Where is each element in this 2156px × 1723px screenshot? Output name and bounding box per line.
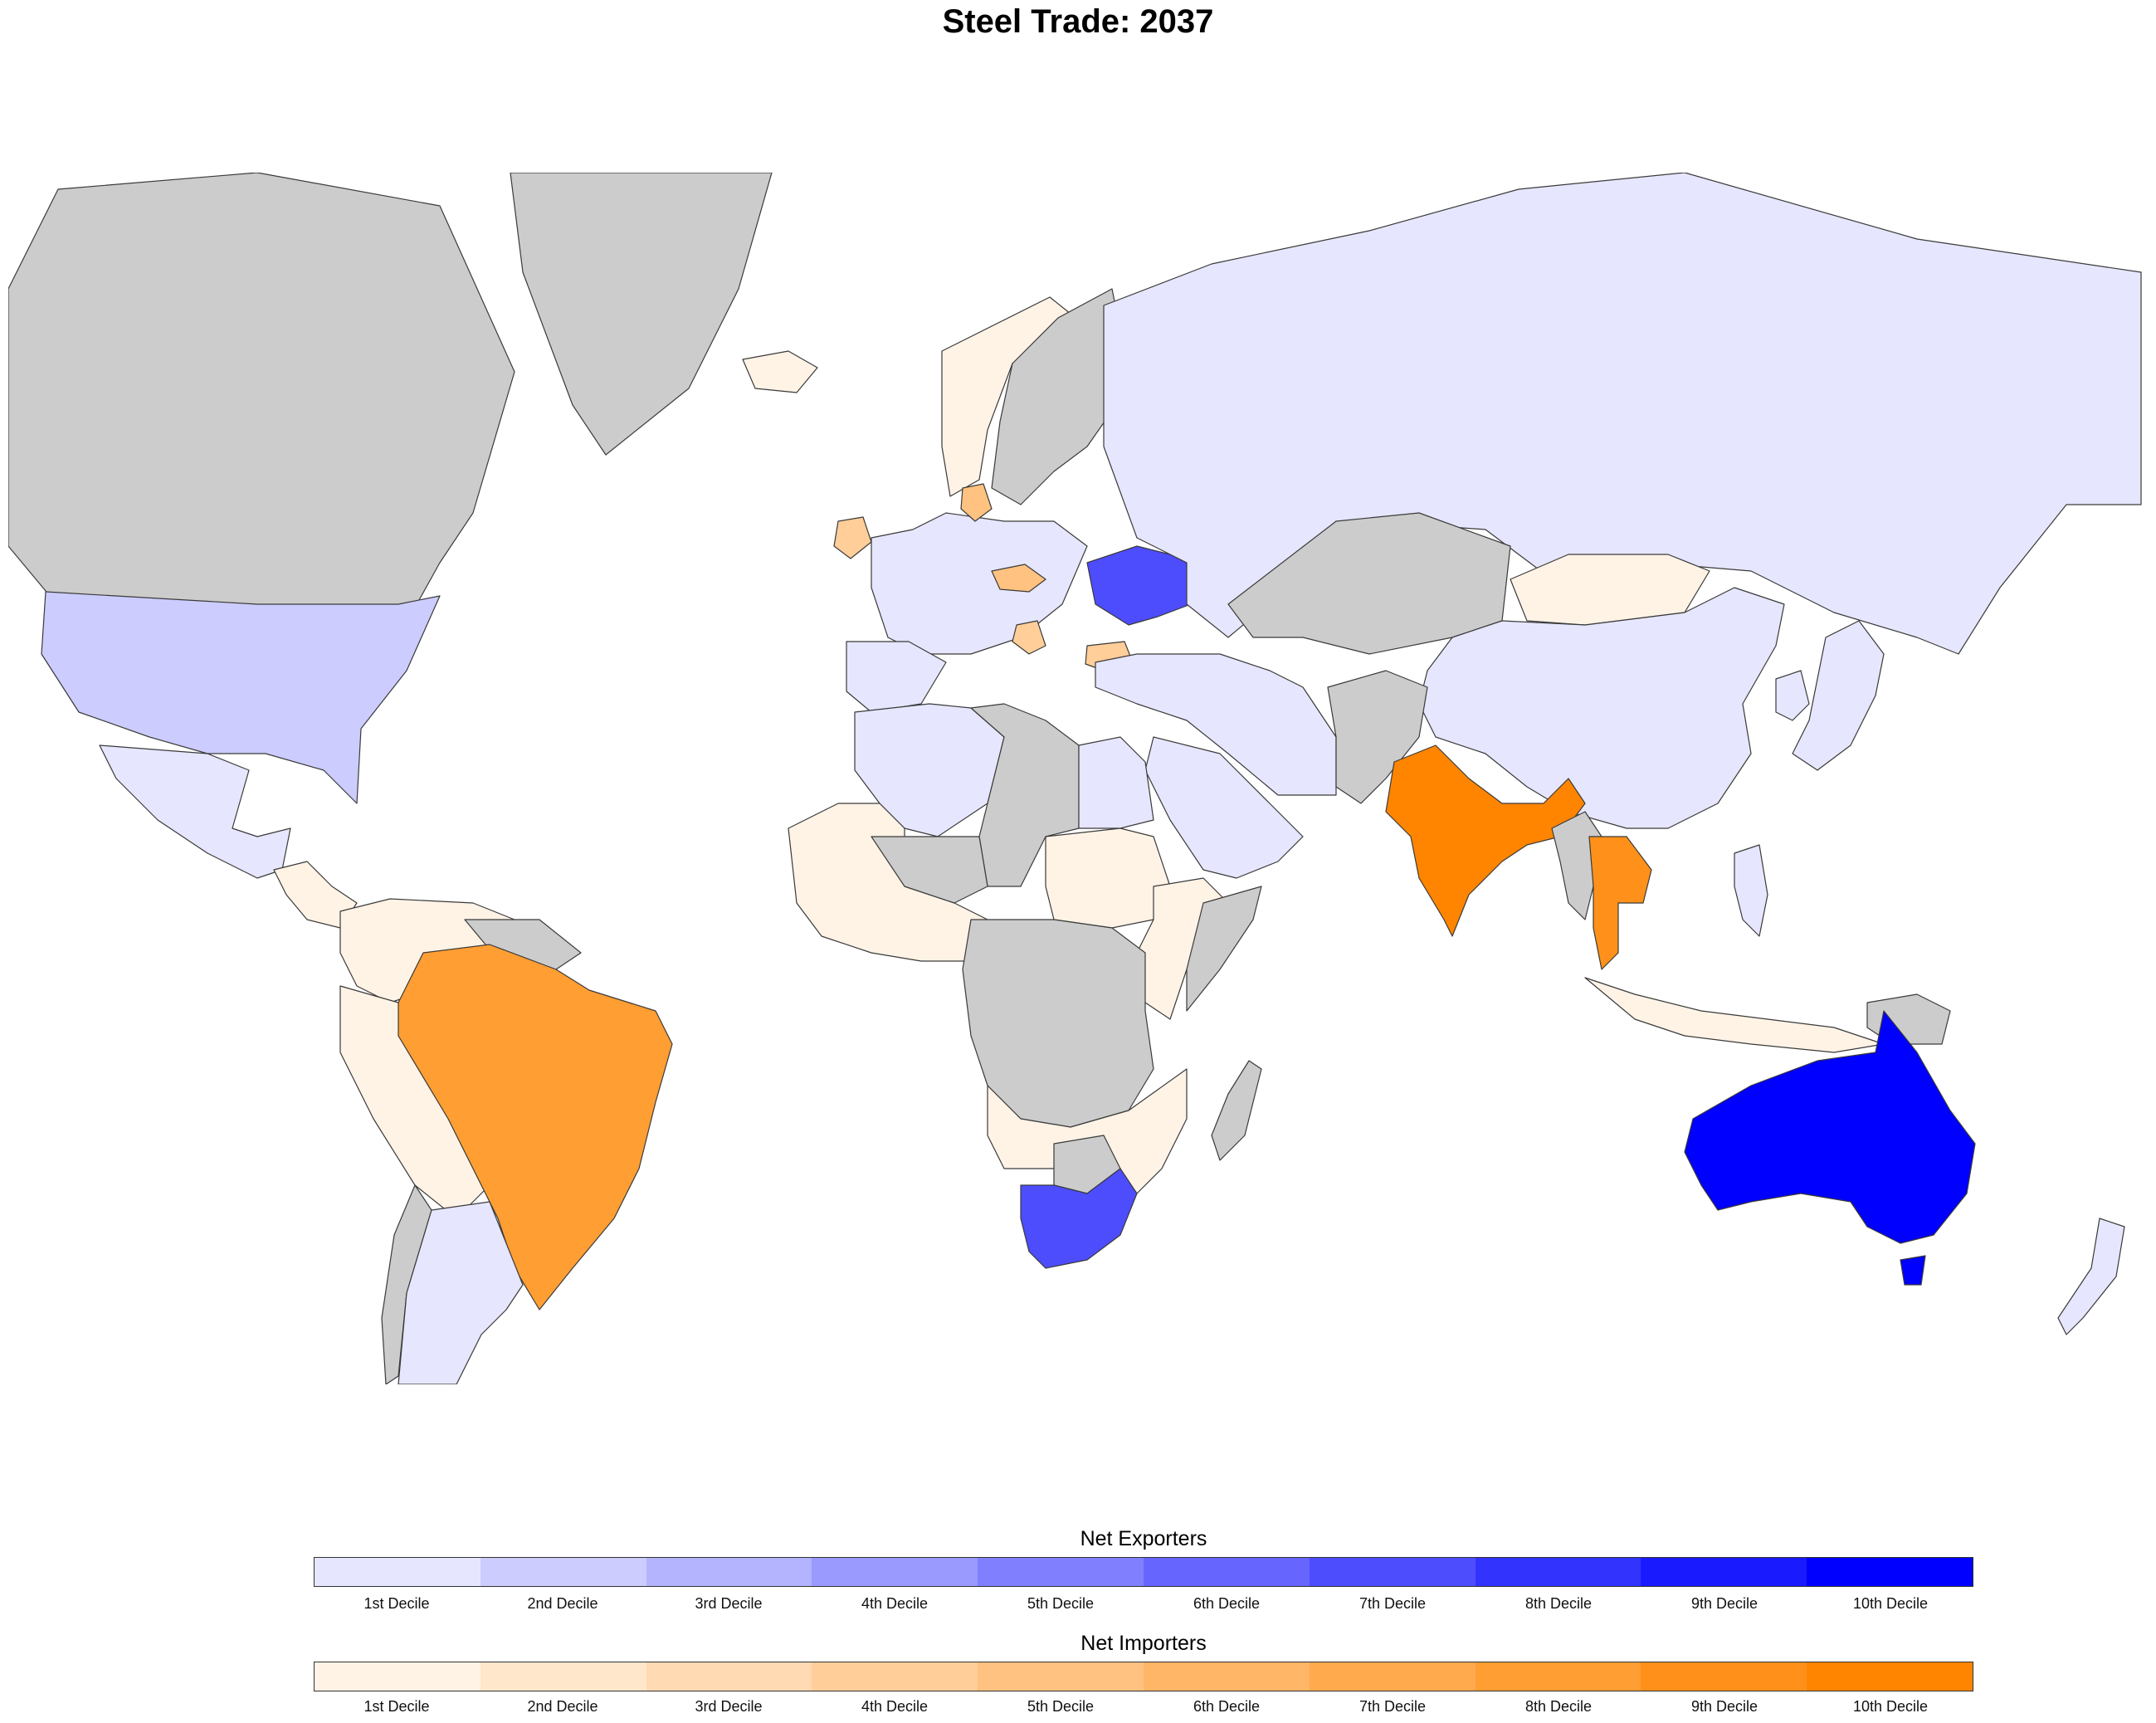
mongolia (1510, 554, 1710, 626)
egypt (1078, 736, 1154, 829)
importers-label-5: 5th Decile (1027, 1698, 1095, 1715)
tasmania (1900, 1255, 1926, 1286)
argentina (398, 1201, 524, 1384)
japan (1792, 620, 1885, 771)
australia (1684, 1010, 1976, 1244)
madagascar (1211, 1060, 1262, 1161)
turkey-iran (1095, 653, 1337, 796)
importers-swatch-6 (1143, 1662, 1310, 1691)
russia (1103, 173, 2142, 655)
importers-label-10: 10th Decile (1852, 1698, 1929, 1715)
china (1418, 587, 1785, 829)
south-africa (1020, 1168, 1138, 1269)
iceland (742, 350, 818, 393)
exporters-swatch-2 (480, 1558, 646, 1586)
north-africa (854, 703, 1005, 837)
importers-swatch-10 (1807, 1662, 1973, 1691)
importers-label-4: 4th Decile (861, 1698, 929, 1715)
croatia (1012, 620, 1046, 655)
importers-swatch-1 (315, 1662, 480, 1691)
exporters-label-2: 2nd Decile (527, 1595, 598, 1612)
importers-swatch-9 (1641, 1662, 1807, 1691)
exporters-swatch-6 (1143, 1558, 1310, 1586)
importers-label-9: 9th Decile (1690, 1698, 1758, 1715)
exporters-legend-title: Net Exporters (1080, 1527, 1207, 1550)
india (1385, 744, 1586, 937)
iberia (846, 641, 947, 713)
importers-swatch-4 (812, 1662, 978, 1691)
importers-label-6: 6th Decile (1193, 1698, 1261, 1715)
importers-label-2: 2nd Decile (527, 1698, 598, 1715)
exporters-swatch-8 (1475, 1558, 1641, 1586)
sudan (1045, 827, 1171, 929)
mexico (99, 744, 291, 879)
exporters-label-3: 3rd Decile (695, 1595, 763, 1612)
brazil (398, 944, 673, 1311)
exporters-label-10: 10th Decile (1852, 1595, 1929, 1612)
ireland (833, 516, 872, 559)
exporters-label-5: 5th Decile (1027, 1595, 1095, 1612)
korea (1775, 670, 1810, 721)
exporters-label-1: 1st Decile (363, 1595, 430, 1612)
exporters-swatch-10 (1807, 1558, 1973, 1586)
exporters-label-6: 6th Decile (1193, 1595, 1261, 1612)
exporters-swatch-4 (812, 1558, 978, 1586)
importers-label-1: 1st Decile (363, 1698, 430, 1715)
sahel (871, 836, 988, 904)
exporters-label-4: 4th Decile (861, 1595, 929, 1612)
importers-swatch-3 (646, 1662, 812, 1691)
exporters-decile-labels: 1st Decile 2nd Decile 3rd Decile 4th Decile… (314, 1595, 1973, 1613)
exporters-label-7: 7th Decile (1358, 1595, 1427, 1612)
western-europe (871, 512, 1088, 655)
norway (941, 296, 1071, 497)
canada (8, 173, 515, 647)
afghanistan-pakistan (1327, 670, 1428, 804)
usa (41, 591, 441, 804)
importers-legend-title: Net Importers (1080, 1632, 1207, 1655)
map-title: Steel Trade: 2037 (942, 3, 1214, 40)
importers-swatch-2 (480, 1662, 646, 1691)
exporters-swatch-5 (978, 1558, 1144, 1586)
importers-swatch-8 (1475, 1662, 1641, 1691)
importers-swatch-5 (978, 1662, 1144, 1691)
southern-africa (987, 1068, 1188, 1194)
importers-label-8: 8th Decile (1524, 1698, 1593, 1715)
libya-chad (970, 703, 1080, 887)
indonesia (1584, 977, 1885, 1053)
thailand (1588, 836, 1652, 970)
philippines (1734, 844, 1768, 937)
somalia (1186, 886, 1262, 1012)
importers-label-7: 7th Decile (1358, 1698, 1427, 1715)
greenland (510, 173, 773, 456)
sweden-finland (991, 288, 1121, 505)
czechia (991, 564, 1046, 593)
saudi-arabia (1144, 736, 1304, 879)
world-choropleth-map (8, 173, 2142, 1384)
exporters-label-9: 9th Decile (1690, 1595, 1758, 1612)
exporters-swatch-9 (1641, 1558, 1807, 1586)
importers-label-3: 3rd Decile (695, 1698, 763, 1715)
denmark (960, 483, 993, 522)
exporters-swatch-1 (315, 1558, 480, 1586)
exporters-label-8: 8th Decile (1524, 1595, 1593, 1612)
exporters-swatch-3 (646, 1558, 812, 1586)
new-zealand (2057, 1218, 2125, 1335)
importers-decile-labels: 1st Decile 2nd Decile 3rd Decile 4th Decile… (314, 1698, 1973, 1716)
importers-color-bar (314, 1662, 1973, 1691)
exporters-color-bar (314, 1557, 1973, 1587)
importers-swatch-7 (1309, 1662, 1476, 1691)
exporters-swatch-7 (1309, 1558, 1476, 1586)
